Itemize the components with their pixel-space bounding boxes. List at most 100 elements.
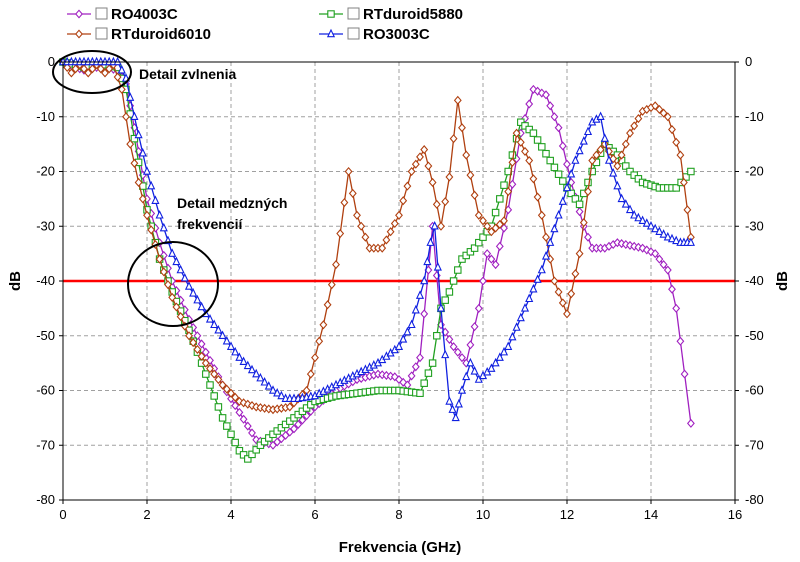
data-point — [475, 238, 483, 247]
data-point — [155, 210, 164, 219]
data-point — [433, 262, 442, 271]
data-point — [218, 414, 227, 422]
data-point — [655, 104, 664, 114]
x-tick-label: 8 — [395, 507, 402, 522]
y-tick-label-right: -50 — [745, 328, 764, 343]
data-point — [210, 369, 219, 379]
data-point — [357, 221, 366, 231]
data-point — [147, 225, 156, 235]
data-point — [668, 284, 676, 294]
data-point — [268, 385, 278, 394]
data-point — [567, 189, 575, 198]
data-point — [584, 178, 592, 187]
legend-checkbox — [95, 7, 108, 20]
data-point — [563, 309, 571, 319]
data-point — [420, 145, 429, 155]
data-point — [201, 347, 210, 357]
data-point — [546, 156, 554, 165]
data-point — [113, 72, 122, 82]
data-point — [622, 162, 630, 170]
data-point — [231, 438, 239, 447]
ripple-detail-circle — [52, 50, 132, 94]
data-point — [340, 197, 349, 208]
data-point — [423, 256, 432, 266]
data-point — [613, 180, 622, 190]
data-point — [445, 396, 454, 405]
legend-swatch-marker — [326, 28, 336, 38]
data-point — [243, 360, 252, 370]
tick-labels: 0 2 4 6 8 10 12 14 16 0 0 -10 -10 -20 -20 -30 -30 -40 -40 -… — [36, 54, 764, 522]
y-tick-label-right: -60 — [745, 383, 764, 398]
x-tick-label: 12 — [560, 507, 574, 522]
legend-item: RTduroid5880 — [319, 6, 463, 23]
data-point — [680, 369, 689, 379]
data-point — [382, 235, 391, 245]
data-point — [252, 446, 260, 454]
data-point — [558, 141, 567, 151]
data-point — [390, 218, 399, 229]
data-point — [189, 288, 198, 297]
data-point — [403, 326, 412, 336]
data-point — [311, 353, 319, 363]
data-point — [558, 196, 567, 205]
data-point — [676, 336, 685, 346]
series-RO3003C — [58, 56, 695, 422]
x-tick-label: 4 — [227, 507, 234, 522]
data-point — [529, 283, 538, 293]
data-point — [571, 269, 580, 279]
data-point — [634, 114, 643, 124]
data-point — [428, 359, 437, 367]
data-point — [319, 320, 328, 330]
data-point — [466, 340, 475, 350]
data-point — [487, 363, 496, 372]
data-point — [542, 149, 550, 158]
data-point — [248, 450, 256, 459]
data-point — [479, 276, 487, 286]
data-point — [479, 233, 487, 241]
data-point — [445, 172, 454, 182]
data-point — [306, 369, 315, 379]
data-point — [403, 181, 412, 191]
data-point — [193, 294, 202, 304]
data-point — [424, 369, 433, 377]
data-point — [222, 335, 231, 345]
data-point — [71, 64, 80, 74]
data-point — [130, 134, 139, 143]
data-point — [516, 137, 525, 147]
data-point — [134, 177, 143, 187]
data-point — [520, 303, 530, 312]
data-point — [348, 188, 357, 198]
data-point — [407, 166, 416, 177]
data-point — [617, 150, 626, 160]
legend-checkbox — [95, 27, 108, 40]
data-point — [159, 222, 168, 232]
data-point — [84, 68, 93, 78]
data-point — [575, 145, 584, 155]
data-point — [159, 267, 168, 277]
data-point — [588, 167, 596, 176]
data-point — [516, 312, 525, 322]
data-point — [226, 341, 236, 350]
data-point — [448, 404, 457, 413]
data-point — [378, 243, 387, 253]
data-point — [550, 163, 559, 172]
data-point — [218, 380, 227, 390]
data-point — [197, 301, 206, 311]
data-point — [113, 56, 122, 66]
data-point — [504, 187, 513, 197]
data-point — [243, 421, 252, 431]
data-point — [525, 99, 534, 109]
data-point — [454, 398, 463, 408]
data-point — [466, 170, 475, 180]
data-point — [462, 150, 471, 160]
data-point — [663, 112, 672, 122]
data-point — [441, 349, 450, 359]
data-point — [495, 241, 504, 251]
data-point — [579, 218, 588, 228]
data-point — [659, 108, 668, 118]
data-point — [164, 280, 172, 290]
data-point — [432, 199, 441, 209]
data-point — [244, 455, 252, 463]
data-point — [533, 86, 542, 96]
data-point — [584, 187, 592, 197]
